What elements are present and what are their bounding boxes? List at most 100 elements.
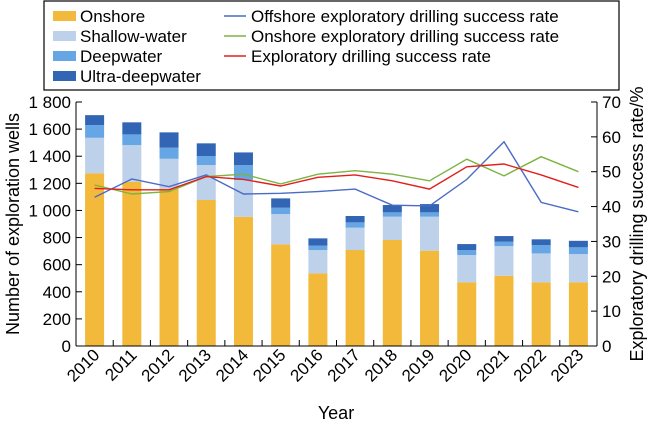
y-right-tick-label: 70 (602, 93, 621, 112)
bar-ultra-deepwater-2018 (382, 205, 402, 213)
bar-shallow-water-2022 (531, 253, 551, 283)
y-right-tick-label: 40 (602, 198, 621, 217)
bar-shallow-water-2015 (271, 214, 291, 245)
bar-deepwater-2021 (494, 241, 514, 247)
bar-shallow-water-2016 (308, 250, 328, 274)
y-left-tick-label: 1 800 (28, 93, 71, 112)
legend-item-deepwater: Deepwater (53, 47, 163, 66)
bar-deepwater-2020 (457, 250, 477, 256)
legend: OnshoreShallow-waterDeepwaterUltra-deepw… (43, 0, 620, 91)
legend-item-onshore: Onshore (53, 7, 145, 26)
bar-deepwater-2015 (271, 207, 291, 215)
bar-ultra-deepwater-2020 (457, 244, 477, 251)
y-axis-left-title: Number of exploration wells (3, 113, 23, 335)
bar-shallow-water-2014 (233, 180, 253, 217)
bar-onshore-2015 (271, 244, 291, 346)
x-tick-label: 2012 (138, 345, 178, 385)
legend-item-ultra-deepwater: Ultra-deepwater (53, 67, 201, 86)
x-tick-label: 2023 (547, 345, 587, 385)
bar-onshore-2023 (568, 282, 588, 346)
bar-ultra-deepwater-2017 (345, 216, 365, 223)
legend-label: Onshore (80, 7, 145, 26)
bar-onshore-2021 (494, 275, 514, 346)
bar-shallow-water-2020 (457, 255, 477, 283)
legend-label: Offshore exploratory drilling success ra… (251, 7, 559, 26)
bar-shallow-water-2018 (382, 216, 402, 240)
legend-swatch (53, 31, 76, 41)
bar-deepwater-2017 (345, 222, 365, 228)
x-axis-title: Year (318, 403, 354, 423)
bar-onshore-2012 (159, 188, 179, 346)
x-tick-label: 2015 (249, 345, 289, 385)
y-left-tick-label: 400 (43, 283, 71, 302)
legend-swatch (53, 51, 76, 61)
bar-ultra-deepwater-2010 (85, 115, 105, 126)
bar-shallow-water-2013 (196, 165, 216, 201)
x-tick-label: 2020 (435, 345, 475, 385)
bar-ultra-deepwater-2019 (420, 204, 440, 213)
y-left-tick-label: 600 (43, 256, 71, 275)
legend-label: Shallow-water (80, 27, 187, 46)
bar-ultra-deepwater-2012 (159, 132, 179, 148)
y-left-tick-label: 1 200 (28, 174, 71, 193)
line-offshore-exploratory-drilling-success-rate (94, 140, 579, 213)
bar-onshore-2018 (382, 239, 402, 346)
bar-onshore-2019 (420, 250, 440, 346)
bar-shallow-water-2021 (494, 246, 514, 276)
x-tick-label: 2017 (324, 345, 364, 385)
bar-onshore-2016 (308, 273, 328, 346)
legend-item-onshore-exploratory-drilling-success-rate: Onshore exploratory drilling success rat… (224, 27, 559, 46)
bar-shallow-water-2011 (122, 145, 142, 182)
bar-onshore-2010 (85, 173, 105, 346)
bar-ultra-deepwater-2011 (122, 122, 142, 135)
line-onshore-exploratory-drilling-success-rate (94, 155, 579, 195)
bar-deepwater-2023 (568, 247, 588, 255)
bar-onshore-2014 (233, 216, 253, 346)
bar-onshore-2017 (345, 250, 365, 346)
y-left-tick-label: 1 600 (28, 120, 71, 139)
bar-onshore-2013 (196, 200, 216, 346)
x-tick-label: 2018 (361, 345, 401, 385)
bar-ultra-deepwater-2016 (308, 238, 328, 246)
y-left-tick-label: 1 000 (28, 201, 71, 220)
bar-ultra-deepwater-2023 (568, 240, 588, 248)
y-axis-right-title: Exploratory drilling success rate/% (627, 86, 647, 361)
y-right-tick-label: 0 (602, 337, 611, 356)
bar-ultra-deepwater-2022 (531, 239, 551, 246)
y-left-tick-label: 800 (43, 229, 71, 248)
y-right-tick-label: 50 (602, 163, 621, 182)
x-tick-label: 2021 (473, 345, 513, 385)
y-left-tick-label: 200 (43, 310, 71, 329)
legend-box (43, 0, 620, 91)
bar-deepwater-2013 (196, 156, 216, 166)
y-left-tick-label: 1 400 (28, 147, 71, 166)
bar-shallow-water-2023 (568, 254, 588, 283)
x-tick-label: 2013 (175, 345, 215, 385)
x-tick-label: 2019 (398, 345, 438, 385)
bar-deepwater-2010 (85, 125, 105, 138)
bar-shallow-water-2017 (345, 227, 365, 251)
bar-deepwater-2014 (233, 165, 253, 181)
legend-label: Ultra-deepwater (80, 67, 201, 86)
bar-ultra-deepwater-2014 (233, 152, 253, 166)
legend-label: Exploratory drilling success rate (251, 47, 491, 66)
y-right-tick-label: 20 (602, 267, 621, 286)
bar-deepwater-2022 (531, 245, 551, 254)
y-right-tick-label: 10 (602, 302, 621, 321)
bar-ultra-deepwater-2015 (271, 198, 291, 208)
y-right-tick-label: 30 (602, 232, 621, 251)
legend-item-offshore-exploratory-drilling-success-rate: Offshore exploratory drilling success ra… (224, 7, 559, 26)
bar-ultra-deepwater-2021 (494, 236, 514, 242)
bar-deepwater-2019 (420, 212, 440, 217)
legend-item-shallow-water: Shallow-water (53, 27, 187, 46)
bar-onshore-2022 (531, 282, 551, 346)
legend-label: Deepwater (80, 47, 163, 66)
bar-deepwater-2018 (382, 212, 402, 217)
line-exploratory-drilling-success-rate (94, 163, 579, 191)
bar-ultra-deepwater-2013 (196, 143, 216, 157)
legend-swatch (53, 71, 76, 81)
bar-deepwater-2016 (308, 245, 328, 251)
legend-label: Onshore exploratory drilling success rat… (251, 27, 559, 46)
legend-swatch (53, 11, 76, 21)
